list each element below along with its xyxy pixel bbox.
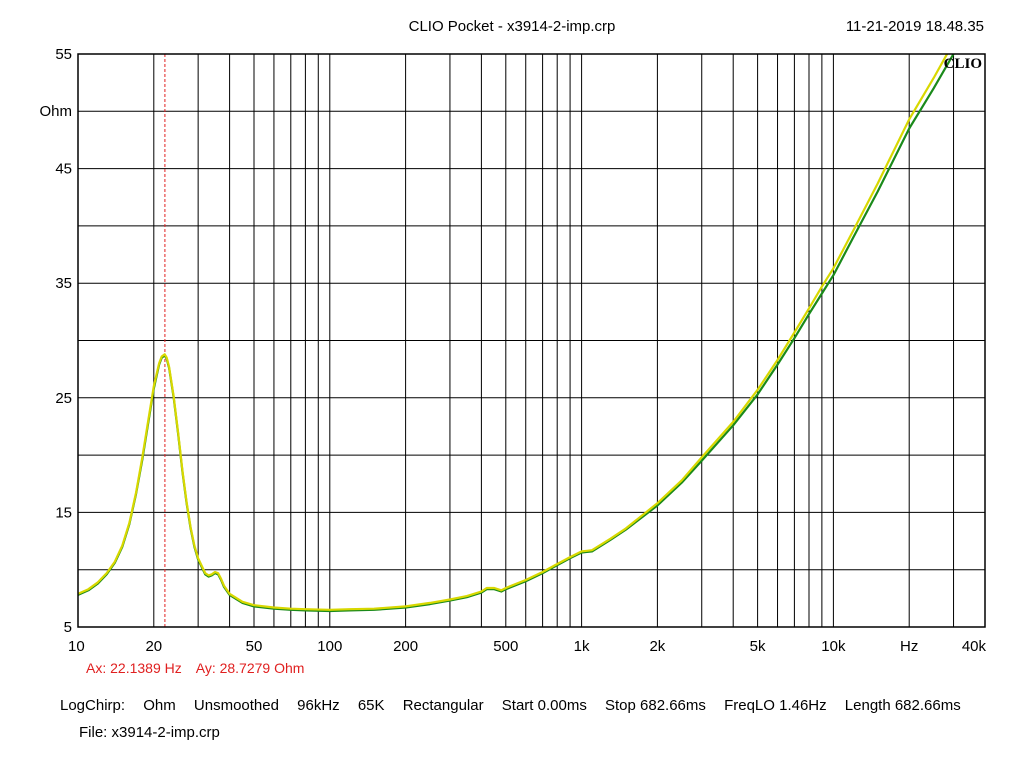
setting-size: 65K: [357, 697, 385, 714]
chart-title: CLIO Pocket - x3914-2-imp.crp: [408, 18, 616, 35]
setting-unit: Ohm: [143, 697, 176, 714]
x-tick-label: 10: [68, 638, 85, 655]
x-tick-label: 100: [317, 638, 342, 655]
setting-start: Start 0.00ms: [501, 697, 587, 714]
cursor-x-value: Ax: 22.1389 Hz: [86, 660, 182, 676]
clio-logo: CLIO: [944, 56, 982, 72]
chart-timestamp: 11-21-2019 18.48.35: [845, 18, 984, 35]
x-tick-label: 40k: [962, 638, 987, 655]
setting-mode: LogChirp:: [60, 697, 126, 714]
x-tick-label: 200: [393, 638, 418, 655]
x-axis-unit-label: Hz: [900, 638, 918, 655]
x-tick-label: 5k: [750, 638, 766, 655]
y-tick-label: 55: [55, 46, 72, 63]
setting-smoothing: Unsmoothed: [193, 697, 279, 714]
y-tick-label: 5: [64, 619, 72, 636]
setting-stop: Stop 682.66ms: [605, 697, 706, 714]
y-tick-label: 35: [55, 275, 72, 292]
plot-frame: [77, 53, 986, 628]
impedance-series-1: [78, 54, 955, 613]
x-tick-label: 1k: [574, 638, 590, 655]
setting-freqlo: FreqLO 1.46Hz: [724, 697, 827, 714]
impedance-series-2: [78, 54, 949, 611]
setting-length: Length 682.66ms: [844, 697, 961, 714]
y-tick-label: 15: [55, 504, 72, 521]
y-tick-label: 45: [55, 161, 72, 178]
x-tick-label: 20: [145, 638, 162, 655]
y-tick-label: 25: [55, 390, 72, 407]
file-name: File: x3914-2-imp.crp: [79, 724, 220, 741]
cursor-y-value: Ay: 28.7279 Ohm: [195, 660, 305, 676]
x-tick-label: 500: [493, 638, 518, 655]
plot-grid: [78, 54, 985, 627]
x-axis-ticks: 10 20 50 100 200 500 1k 2k 5k 10k 40k: [68, 638, 986, 655]
measurement-settings: LogChirp: Ohm Unsmoothed 96kHz 65K Recta…: [60, 697, 975, 714]
series-layer: [78, 54, 955, 613]
x-tick-label: 50: [246, 638, 263, 655]
setting-window: Rectangular: [402, 697, 484, 714]
x-tick-label: 10k: [821, 638, 846, 655]
x-tick-label: 2k: [649, 638, 665, 655]
setting-rate: 96kHz: [297, 697, 340, 714]
y-axis-ticks: 55 45 35 25 15 5: [55, 46, 72, 636]
y-axis-unit-label: Ohm: [39, 103, 72, 120]
cursor-readout: Ax: 22.1389 Hz Ay: 28.7279 Ohm: [86, 660, 304, 676]
